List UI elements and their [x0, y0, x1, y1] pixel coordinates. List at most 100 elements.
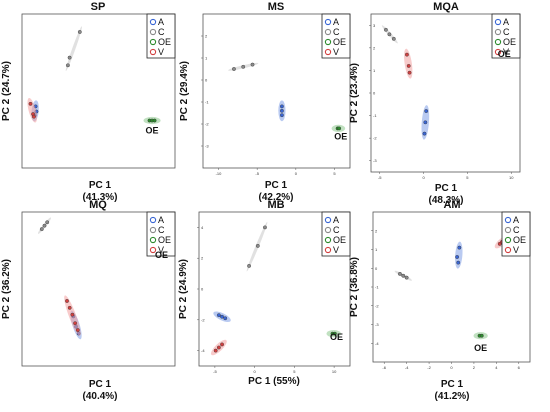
legend-label-a: A — [503, 17, 509, 27]
y-tick-label: 2 — [375, 228, 378, 233]
y-tick-label: 1 — [375, 247, 378, 252]
legend-marker-a — [149, 18, 157, 26]
legend-marker-v — [324, 48, 332, 56]
legend-label-oe: OE — [158, 37, 171, 47]
point-c — [66, 63, 70, 68]
point-c — [263, 225, 267, 230]
point-a — [220, 314, 224, 319]
point-a — [423, 120, 428, 125]
legend-marker-v — [324, 246, 332, 254]
point-a — [456, 260, 461, 265]
legend-label-c: C — [333, 27, 340, 37]
legend-marker-c — [324, 226, 332, 234]
point-v — [67, 305, 72, 310]
annotation-oe: OE — [498, 49, 511, 59]
panel-title: MS — [268, 1, 285, 13]
y-tick-label: -4 — [375, 341, 379, 346]
point-a — [280, 113, 284, 118]
x-axis-label: PC 1 (41.2%) — [434, 379, 469, 402]
legend-marker-v — [504, 246, 512, 254]
x-tick-label: 5 — [466, 175, 469, 180]
point-a — [457, 245, 462, 250]
point-c — [39, 227, 44, 232]
point-c — [42, 223, 47, 228]
x-tick-label: 5 — [293, 369, 296, 374]
point-c — [391, 36, 396, 41]
point-c — [250, 62, 255, 67]
x-axis-label: PC 1 (55%) — [248, 376, 300, 387]
point-c — [77, 30, 82, 34]
point-v — [406, 64, 411, 68]
x-tick-label: 0 — [450, 365, 453, 370]
point-oe — [332, 331, 337, 336]
y-tick-label: 0 — [201, 287, 204, 292]
y-tick-label: -3 — [375, 322, 379, 327]
legend-label-v: V — [503, 47, 509, 57]
point-a — [424, 109, 429, 113]
y-tick-label: 1 — [373, 68, 376, 73]
y-axis-label: PC 2 (36.8%) — [349, 257, 360, 317]
point-c — [232, 67, 236, 71]
point-v — [405, 52, 409, 57]
point-c — [387, 32, 392, 37]
legend-marker-c — [494, 28, 502, 36]
y-tick-label: 4 — [201, 225, 204, 230]
legend-label-a: A — [158, 17, 164, 27]
point-a — [422, 131, 427, 136]
point-c — [401, 273, 406, 278]
point-a — [455, 255, 460, 259]
point-c — [67, 55, 72, 60]
y-tick-label: -3 — [205, 144, 209, 149]
legend-label-oe: OE — [513, 235, 526, 245]
y-tick-label: -2 — [201, 317, 205, 322]
x-tick-label: -5 — [378, 175, 382, 180]
legend-label-oe: OE — [333, 37, 346, 47]
point-c — [404, 275, 409, 280]
y-tick-label: -1 — [375, 285, 379, 290]
annotation-oe: OE — [474, 343, 487, 353]
x-tick-label: -4 — [405, 365, 409, 370]
point-c — [398, 271, 402, 276]
point-v — [213, 348, 218, 353]
point-c — [45, 220, 50, 225]
point-v — [216, 345, 221, 350]
point-v — [28, 101, 33, 106]
y-tick-label: -1 — [373, 113, 377, 118]
legend-marker-c — [149, 28, 157, 36]
x-tick-label: -2 — [427, 365, 431, 370]
legend-marker-a — [324, 216, 332, 224]
legend-label-c: C — [513, 225, 520, 235]
legend-box — [146, 211, 176, 257]
x-tick-label: 4 — [495, 365, 498, 370]
legend-marker-v — [149, 246, 157, 254]
panel-title: AM — [443, 199, 460, 211]
x-tick-label: 0 — [295, 171, 298, 176]
legend-box — [146, 13, 176, 59]
y-tick-label: 2 — [201, 256, 204, 261]
legend-label-v: V — [333, 47, 339, 57]
y-axis-label: PC 2 (23.4%) — [349, 63, 360, 123]
point-v — [220, 342, 224, 347]
legend-box — [491, 13, 521, 59]
y-tick-label: 3 — [373, 23, 376, 28]
point-v — [32, 114, 36, 119]
y-axis-label: PC 2 (29.4%) — [179, 61, 190, 121]
y-tick-label: -1 — [205, 100, 209, 105]
legend-marker-a — [504, 216, 512, 224]
y-tick-label: -2 — [205, 122, 209, 127]
annotation-oe: OE — [155, 250, 168, 260]
y-tick-label: 2 — [205, 34, 208, 39]
point-oe — [152, 118, 157, 123]
x-tick-label: 10 — [332, 369, 337, 374]
y-tick-label: -3 — [373, 158, 377, 163]
point-v — [70, 312, 75, 317]
point-oe — [337, 126, 342, 131]
annotation-oe: OE — [330, 332, 343, 342]
legend-marker-oe — [504, 236, 512, 244]
point-a — [223, 316, 228, 321]
